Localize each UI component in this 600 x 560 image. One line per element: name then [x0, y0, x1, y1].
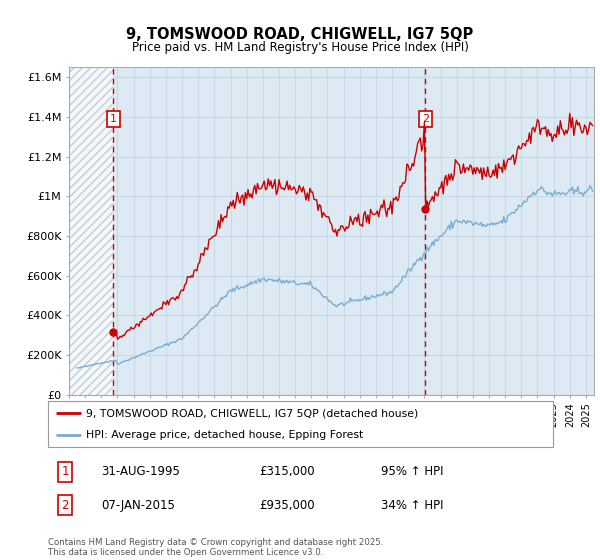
Text: Contains HM Land Registry data © Crown copyright and database right 2025.
This d: Contains HM Land Registry data © Crown c…: [48, 538, 383, 557]
Text: 2: 2: [61, 498, 69, 511]
Text: 07-JAN-2015: 07-JAN-2015: [101, 498, 175, 511]
Text: 9, TOMSWOOD ROAD, CHIGWELL, IG7 5QP (detached house): 9, TOMSWOOD ROAD, CHIGWELL, IG7 5QP (det…: [86, 408, 419, 418]
Text: 1: 1: [110, 114, 117, 124]
Text: Price paid vs. HM Land Registry's House Price Index (HPI): Price paid vs. HM Land Registry's House …: [131, 40, 469, 54]
Bar: [69, 67, 113, 395]
Text: HPI: Average price, detached house, Epping Forest: HPI: Average price, detached house, Eppi…: [86, 430, 364, 440]
Text: 2: 2: [422, 114, 429, 124]
Text: 95% ↑ HPI: 95% ↑ HPI: [380, 465, 443, 478]
FancyBboxPatch shape: [48, 402, 553, 447]
Text: 9, TOMSWOOD ROAD, CHIGWELL, IG7 5QP: 9, TOMSWOOD ROAD, CHIGWELL, IG7 5QP: [127, 27, 473, 42]
Text: 1: 1: [61, 465, 69, 478]
Text: £315,000: £315,000: [259, 465, 315, 478]
Text: £935,000: £935,000: [259, 498, 315, 511]
Text: 34% ↑ HPI: 34% ↑ HPI: [380, 498, 443, 511]
Text: 31-AUG-1995: 31-AUG-1995: [101, 465, 179, 478]
